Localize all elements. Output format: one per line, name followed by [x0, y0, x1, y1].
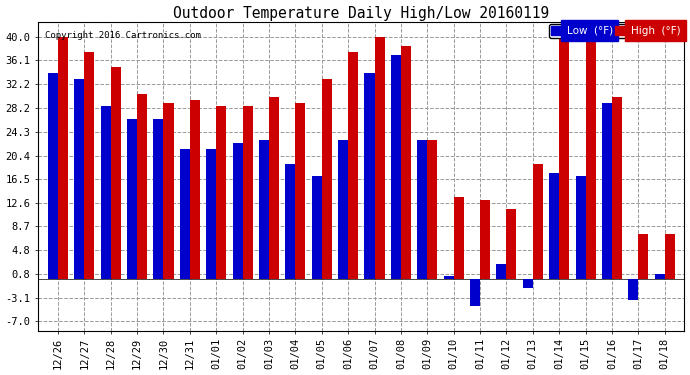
Bar — [444, 276, 453, 279]
Bar — [127, 118, 137, 279]
Bar — [523, 279, 533, 288]
Bar — [586, 37, 595, 279]
Bar — [559, 34, 569, 279]
Bar — [655, 274, 664, 279]
Bar — [612, 98, 622, 279]
Bar — [48, 73, 58, 279]
Bar — [417, 140, 427, 279]
Bar — [480, 200, 490, 279]
Bar — [295, 104, 306, 279]
Bar — [243, 106, 253, 279]
Bar — [84, 52, 95, 279]
Bar — [286, 164, 295, 279]
Bar — [312, 176, 322, 279]
Bar — [348, 52, 358, 279]
Bar — [216, 106, 226, 279]
Bar — [427, 140, 437, 279]
Bar — [391, 55, 401, 279]
Bar — [375, 37, 384, 279]
Bar — [629, 279, 638, 300]
Bar — [602, 104, 612, 279]
Bar — [664, 234, 675, 279]
Bar — [110, 67, 121, 279]
Bar — [153, 118, 164, 279]
Bar — [101, 106, 110, 279]
Bar — [533, 164, 543, 279]
Bar — [190, 100, 200, 279]
Bar — [233, 143, 243, 279]
Bar — [180, 149, 190, 279]
Legend: Low  (°F), High  (°F): Low (°F), High (°F) — [549, 24, 682, 38]
Bar — [575, 176, 586, 279]
Bar — [269, 98, 279, 279]
Bar — [506, 210, 516, 279]
Bar — [338, 140, 348, 279]
Bar — [496, 264, 506, 279]
Text: Copyright 2016 Cartronics.com: Copyright 2016 Cartronics.com — [45, 31, 201, 40]
Bar — [58, 37, 68, 279]
Bar — [638, 234, 649, 279]
Bar — [549, 173, 559, 279]
Bar — [259, 140, 269, 279]
Title: Outdoor Temperature Daily High/Low 20160119: Outdoor Temperature Daily High/Low 20160… — [173, 6, 549, 21]
Bar — [206, 149, 216, 279]
Bar — [364, 73, 375, 279]
Bar — [137, 94, 147, 279]
Bar — [75, 79, 84, 279]
Bar — [164, 104, 173, 279]
Bar — [401, 46, 411, 279]
Bar — [470, 279, 480, 306]
Bar — [453, 197, 464, 279]
Bar — [322, 79, 332, 279]
